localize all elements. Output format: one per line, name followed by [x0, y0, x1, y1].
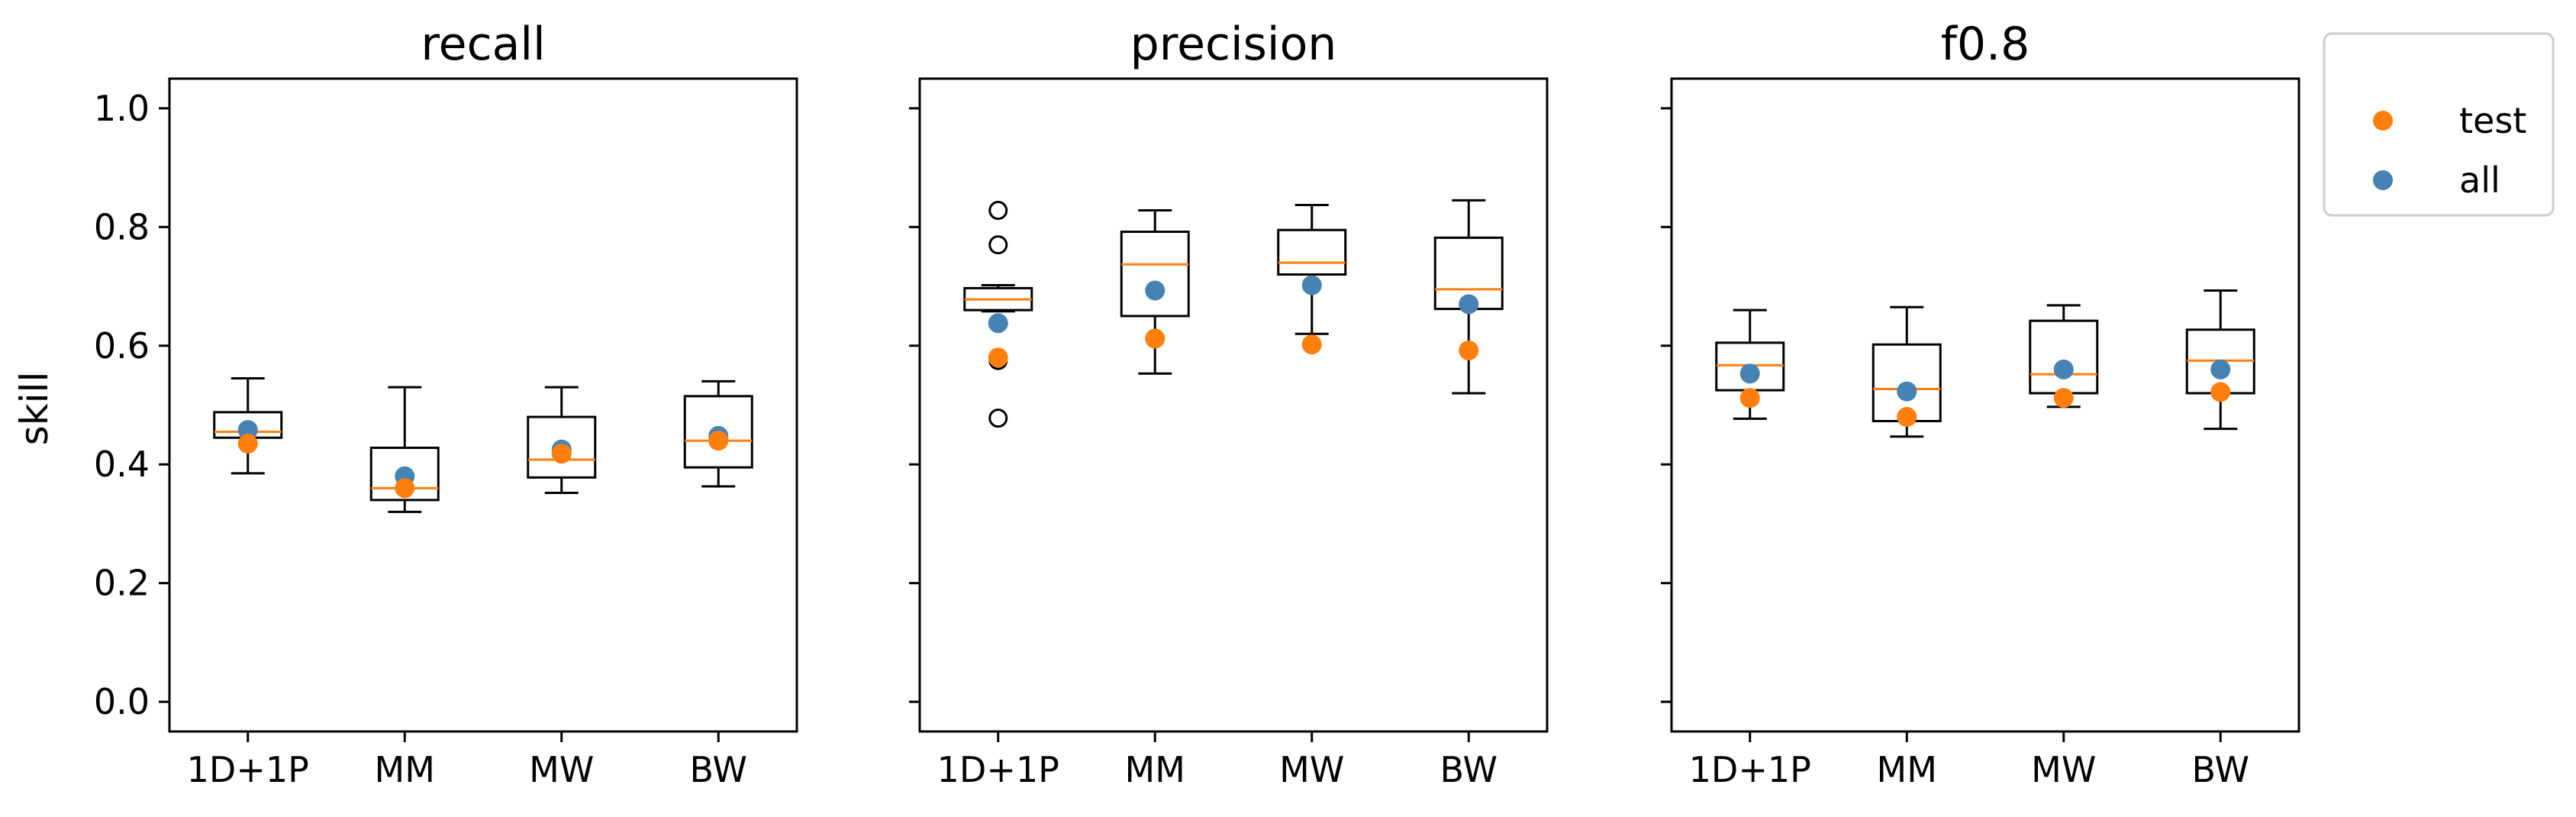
legend-label-test: test: [2459, 100, 2526, 141]
y-tick-label: 0.4: [94, 444, 150, 485]
panel-f0.8: f0.8 1D+1P MM MW BW: [1661, 18, 2300, 790]
all-point: [1459, 294, 1479, 315]
plot-frame: [168, 77, 798, 733]
test-point: [1301, 334, 1322, 355]
test-point: [551, 444, 572, 464]
flier-point: [988, 408, 1008, 428]
test-point: [988, 347, 1008, 368]
iqr-box: [369, 446, 440, 502]
x-tick-label: BW: [2192, 749, 2249, 790]
test-point: [237, 434, 258, 454]
iqr-box: [2029, 319, 2099, 395]
box-MM: [369, 386, 440, 513]
plot-frame: [1670, 77, 2300, 733]
panel-title: f0.8: [1941, 18, 2030, 71]
test-point: [708, 431, 729, 451]
x-tick-label: 1D+1P: [187, 749, 309, 790]
x-tick-label: MM: [1877, 749, 1937, 790]
iqr-box: [527, 415, 597, 479]
legend-marker-test: [2373, 111, 2393, 131]
y-tick-label: 0.6: [94, 325, 150, 367]
x-tick-label: MM: [375, 749, 435, 790]
y-tick-label: 0.2: [94, 563, 150, 604]
x-tick-label: MW: [2031, 749, 2096, 790]
all-point: [1897, 381, 1917, 402]
all-point: [237, 420, 258, 441]
y-tick-label: 0.8: [94, 206, 150, 247]
y-tick-label: 0.0: [94, 681, 150, 722]
iqr-box: [1120, 231, 1190, 318]
x-tick-label: BW: [1440, 749, 1498, 790]
plot-frame: [918, 77, 1549, 733]
all-point: [2053, 359, 2074, 379]
all-point: [1739, 363, 1760, 384]
panel-title: precision: [1130, 18, 1337, 71]
all-point: [1145, 280, 1165, 301]
test-point: [1459, 340, 1479, 360]
x-tick-label: 1D+1P: [1689, 749, 1811, 790]
box-MW: [1277, 204, 1347, 335]
test-point: [2210, 382, 2231, 402]
all-point: [988, 313, 1008, 334]
box-MM: [1120, 209, 1190, 375]
all-point: [1301, 275, 1322, 295]
iqr-box: [683, 395, 753, 469]
all-point: [2210, 359, 2231, 379]
x-tick-label: MW: [1279, 749, 1344, 790]
y-axis-label: skill: [12, 372, 56, 446]
x-tick-label: 1D+1P: [937, 749, 1059, 790]
test-point: [1145, 328, 1165, 349]
legend-box: [2323, 32, 2555, 217]
test-point: [395, 478, 415, 499]
y-tick-label: 1.0: [94, 88, 150, 129]
legend-label-all: all: [2459, 160, 2500, 201]
legend: test all: [2323, 32, 2555, 217]
x-tick-label: MW: [529, 749, 594, 790]
legend-marker-all: [2373, 170, 2393, 190]
panel-title: recall: [421, 18, 545, 71]
flier-point: [988, 235, 1008, 255]
test-point: [2053, 388, 2074, 408]
panel-recall: recall 0.0 0.2 0.4 0.6 0.8 1.0 1D+1P MM MW BW: [94, 18, 798, 790]
iqr-box: [1277, 228, 1347, 276]
x-tick-label: MM: [1125, 749, 1185, 790]
panel-precision: precision 1D+1P MM MW BW: [909, 18, 1549, 790]
x-tick-label: BW: [690, 749, 747, 790]
test-point: [1739, 388, 1760, 408]
flier-point: [988, 201, 1008, 221]
test-point: [1897, 407, 1917, 428]
box-MW: [527, 386, 597, 495]
